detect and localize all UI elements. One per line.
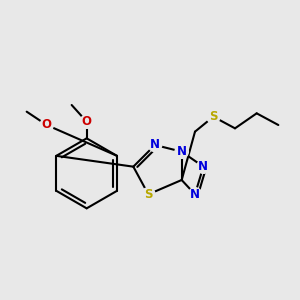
Text: N: N [198,160,208,173]
Text: S: S [144,188,153,201]
Text: O: O [82,115,92,128]
Text: N: N [190,188,200,201]
Circle shape [40,118,53,132]
Circle shape [197,160,210,173]
Circle shape [188,188,202,201]
Text: N: N [177,145,187,158]
Circle shape [148,138,162,152]
Circle shape [142,188,155,201]
Circle shape [175,145,188,158]
Text: S: S [209,110,218,123]
Circle shape [80,115,93,128]
Circle shape [207,110,220,123]
Text: N: N [150,139,160,152]
Text: O: O [42,118,52,131]
